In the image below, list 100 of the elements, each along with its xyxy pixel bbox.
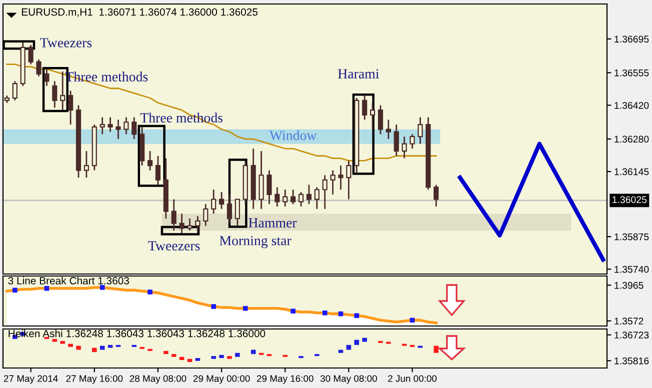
point	[44, 286, 50, 291]
bar	[219, 354, 224, 358]
bar	[92, 348, 97, 352]
annotation: Harami	[338, 69, 379, 78]
x-tick-label: 28 May 08:00	[130, 375, 186, 384]
y-tick-label: 1.3965	[614, 282, 644, 289]
candlestick	[338, 164, 344, 190]
candlestick	[100, 116, 105, 135]
annotation: Tweezers	[40, 38, 92, 48]
bar	[235, 352, 240, 357]
candlestick	[306, 184, 312, 205]
candlestick	[282, 188, 288, 208]
bar	[362, 338, 367, 342]
candlestick	[298, 191, 304, 208]
candlestick	[234, 198, 240, 226]
candlestick	[155, 155, 161, 186]
bar	[227, 356, 232, 359]
y-tick-label: 1.36420	[614, 102, 649, 109]
bar	[179, 356, 184, 360]
point	[322, 310, 328, 316]
candlestick	[410, 133, 415, 150]
bar	[171, 354, 176, 357]
candlestick	[274, 186, 280, 208]
candlestick	[378, 104, 384, 135]
candlestick	[195, 215, 200, 234]
candlestick	[12, 80, 18, 102]
y-tick-label: 1.36145	[614, 168, 649, 176]
x-tick-label: 29 May 00:00	[193, 375, 250, 384]
chart-title: Heiken Ashi 1.36248 1.36043 1.36043 1.36248 1.36000	[8, 330, 266, 338]
bar	[434, 346, 439, 353]
bar	[338, 350, 344, 353]
candlestick	[28, 44, 34, 65]
bar	[195, 358, 200, 361]
candlestick	[418, 116, 423, 145]
candlestick	[434, 184, 439, 208]
chart-title: 3 Line Break Chart 1.3603	[8, 276, 129, 284]
point	[354, 313, 360, 318]
candlestick	[346, 160, 352, 200]
annotation: Hammer	[248, 218, 297, 228]
line-series	[458, 142, 606, 262]
bar	[211, 356, 216, 359]
bar	[68, 344, 73, 347]
y-tick-label: 1.36695	[614, 36, 649, 43]
candlestick	[266, 170, 272, 205]
y-tick-label: 1.35740	[614, 266, 649, 273]
y-tick-label: 1.35875	[614, 233, 649, 240]
candlestick	[44, 68, 50, 87]
y-tick-label: 1.36280	[614, 136, 649, 143]
candlestick	[36, 58, 42, 78]
ref-line-label: 1.36025	[612, 196, 647, 204]
x-tick-label: 27 May 2014	[4, 375, 58, 384]
annotation: Tweezers	[148, 241, 200, 250]
candlestick	[370, 102, 376, 130]
candlestick	[60, 70, 66, 111]
bar	[346, 344, 352, 350]
candlestick	[68, 90, 74, 126]
y-tick-label: 1.36555	[614, 69, 649, 76]
point	[290, 308, 296, 314]
y-tick-label: 1.36723	[614, 332, 649, 339]
candlestick	[116, 119, 121, 140]
bar	[52, 338, 58, 342]
point	[242, 306, 248, 311]
candlestick	[386, 119, 391, 140]
bar	[354, 340, 360, 345]
candlestick	[290, 188, 296, 205]
candlestick	[179, 213, 184, 234]
candlestick	[147, 150, 153, 172]
candlestick	[211, 188, 216, 214]
candlestick	[402, 136, 407, 159]
x-tick-label: 30 May 08:00	[320, 375, 377, 384]
chart-title: EURUSD.m,H1 1.36071 1.36074 1.36000 1.36025	[22, 8, 258, 17]
y-tick-label: 1.35816	[614, 357, 649, 364]
point	[100, 285, 105, 290]
point	[12, 288, 18, 293]
point	[148, 290, 152, 294]
point	[211, 304, 216, 309]
candlestick	[203, 203, 208, 226]
bar	[100, 346, 105, 350]
candlestick	[52, 80, 58, 108]
candlestick	[322, 174, 328, 210]
candlestick	[187, 218, 192, 232]
candlestick	[132, 116, 137, 140]
candlestick	[219, 191, 224, 210]
bar	[60, 340, 65, 344]
y-tick-label: 1.3572	[614, 318, 644, 325]
candlestick	[84, 150, 89, 178]
candlestick	[226, 194, 232, 224]
bar	[76, 346, 81, 350]
candlestick	[171, 198, 176, 232]
band-label: Window	[269, 130, 317, 140]
annotation: Morning star	[220, 236, 292, 248]
bar	[164, 350, 168, 354]
bar	[108, 344, 113, 348]
candlestick	[330, 170, 336, 196]
candlestick	[108, 116, 113, 132]
x-tick-label: 29 May 16:00	[256, 375, 314, 384]
candlestick	[124, 116, 129, 135]
candlestick	[314, 186, 320, 210]
candlestick	[394, 124, 399, 157]
x-tick-label: 2 Jun 00:00	[388, 375, 437, 382]
